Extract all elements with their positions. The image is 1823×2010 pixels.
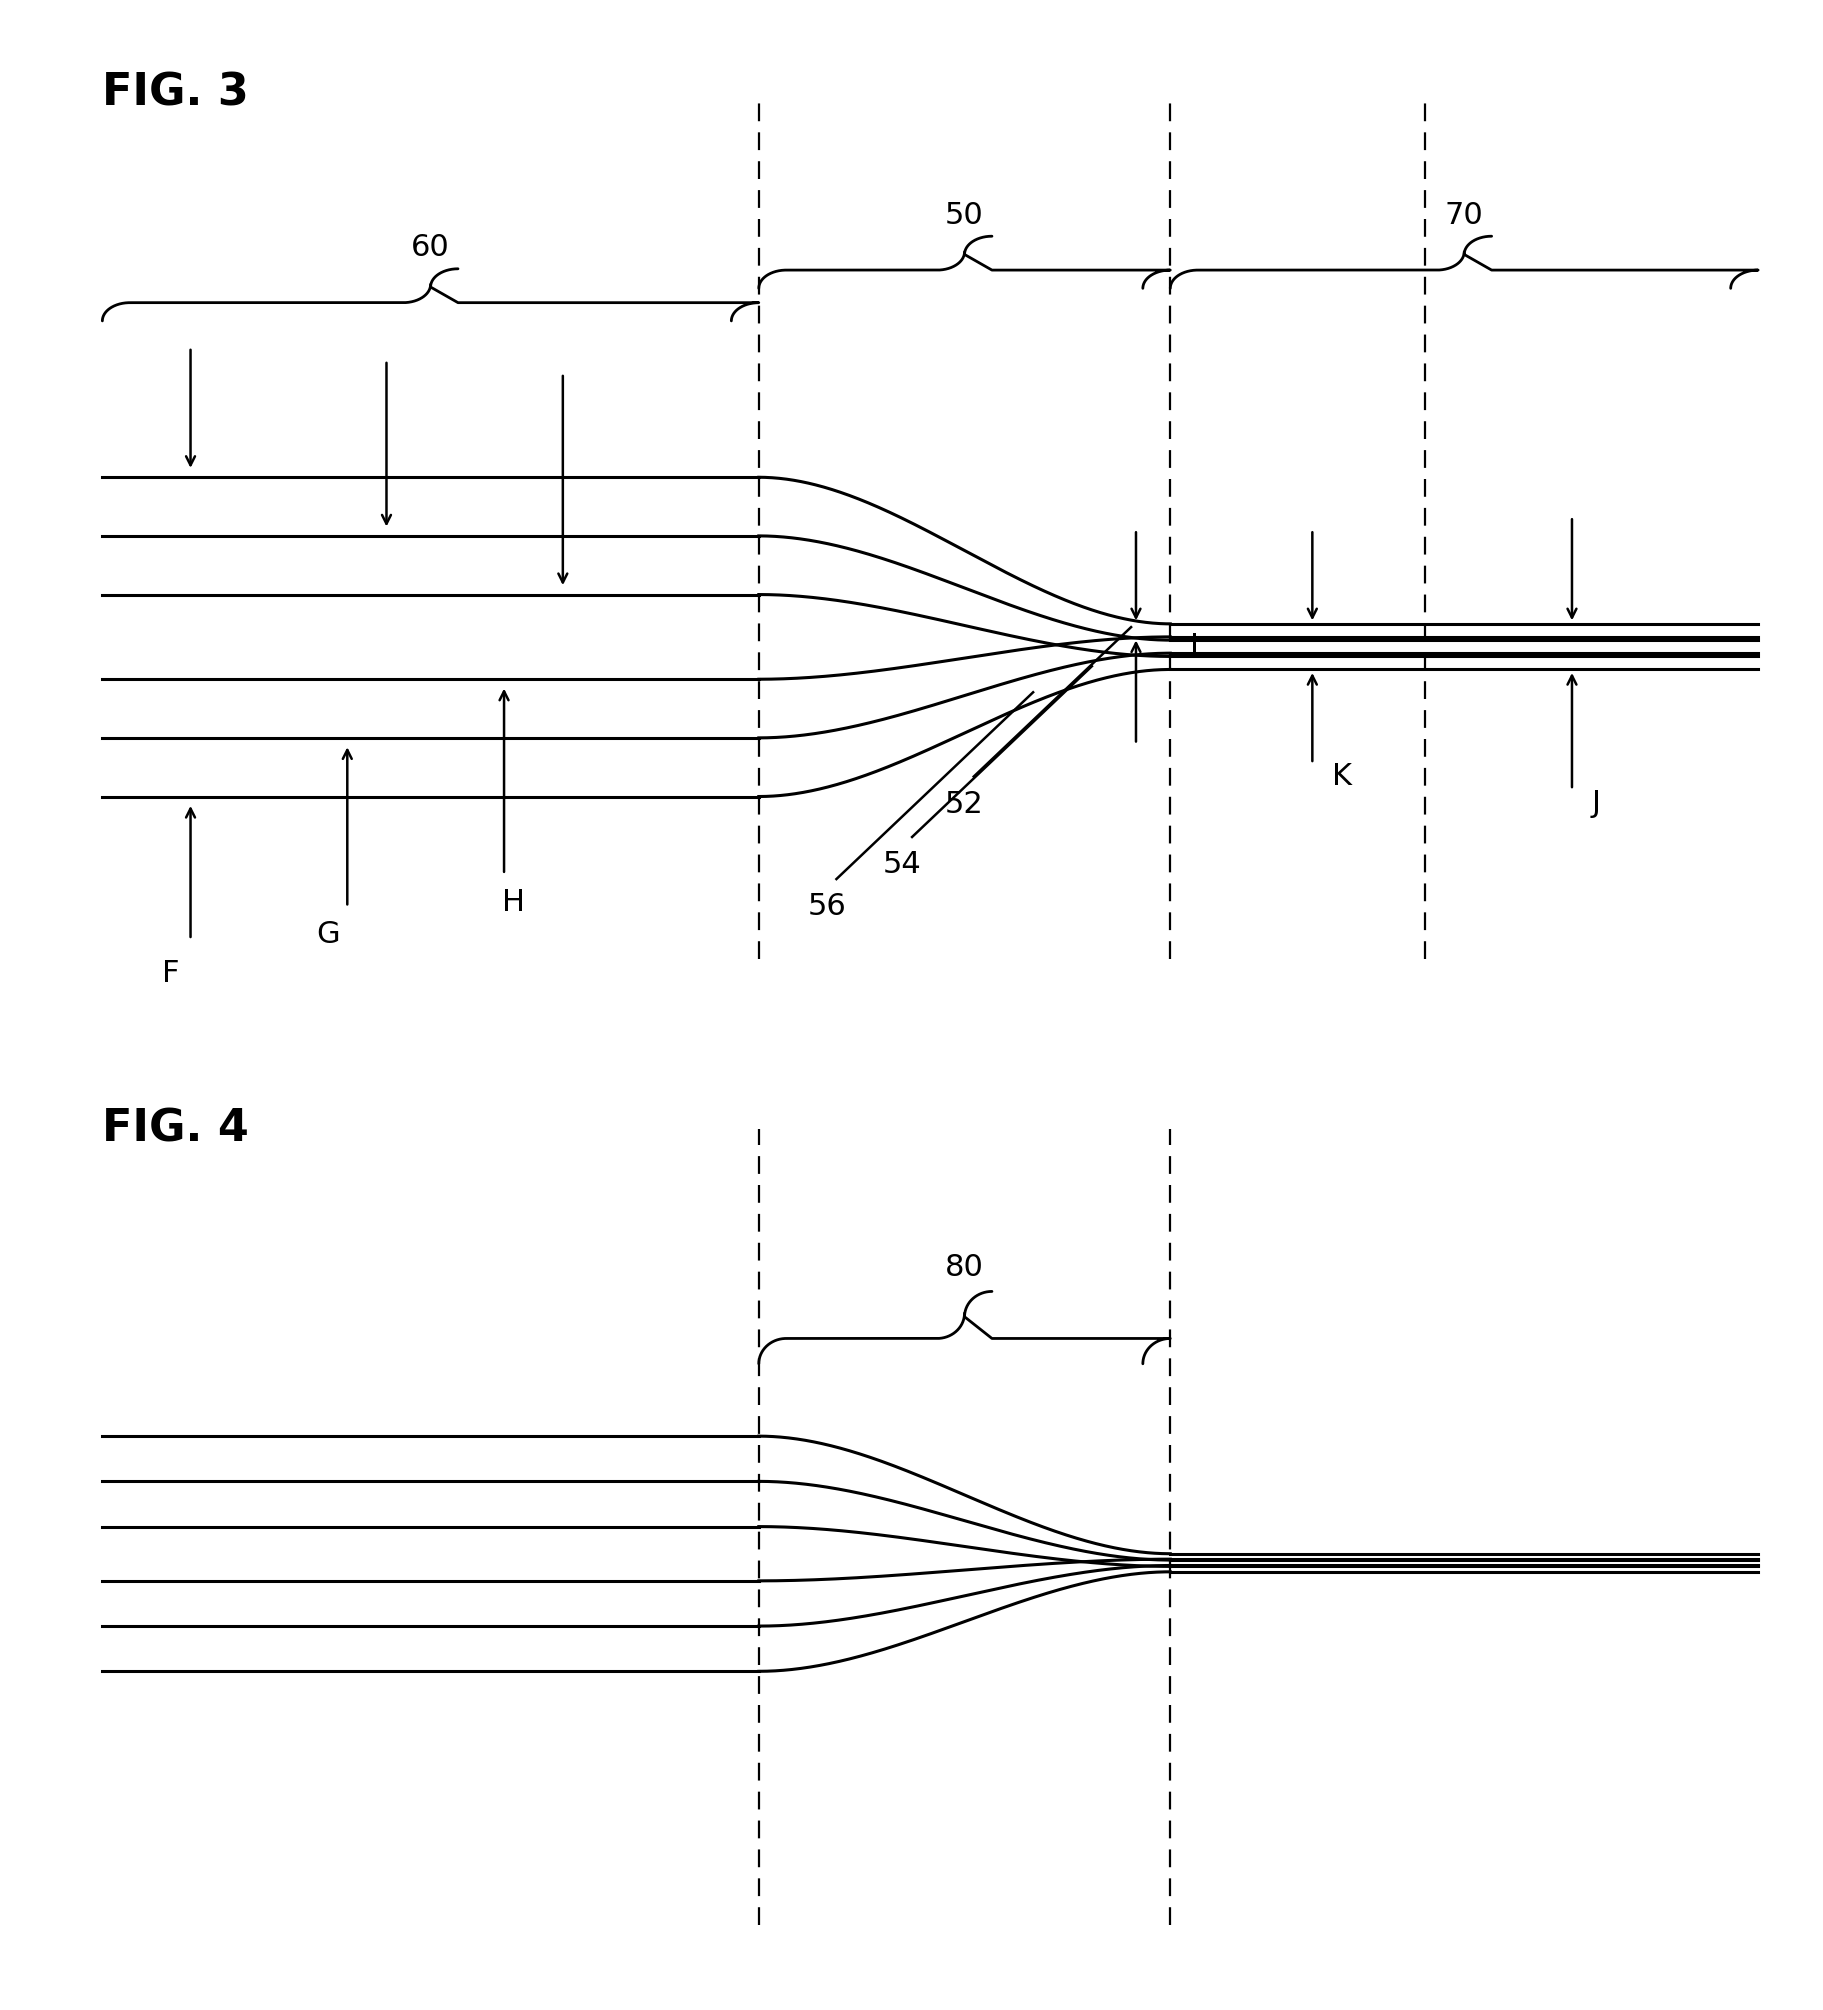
Text: I: I	[1189, 633, 1198, 661]
Text: 52: 52	[944, 790, 983, 818]
Text: 60: 60	[410, 233, 450, 261]
Text: F: F	[162, 959, 180, 989]
Text: G: G	[315, 921, 339, 949]
Text: 80: 80	[944, 1254, 983, 1282]
Text: FIG. 3: FIG. 3	[102, 72, 250, 115]
Text: 54: 54	[882, 850, 921, 878]
Text: J: J	[1591, 788, 1601, 818]
Text: FIG. 4: FIG. 4	[102, 1108, 250, 1150]
Text: K: K	[1331, 762, 1351, 792]
Text: 50: 50	[944, 201, 983, 229]
Text: H: H	[501, 888, 525, 917]
Text: 56: 56	[808, 892, 846, 921]
Text: 70: 70	[1444, 201, 1482, 229]
